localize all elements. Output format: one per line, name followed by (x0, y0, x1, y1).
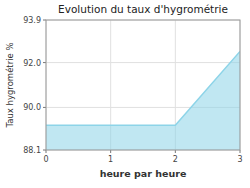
tick-label: 3 (237, 155, 242, 164)
tick-label: 2 (173, 155, 178, 164)
axes: 88.1 90.0 92.0 93.9 0 1 2 3 (23, 16, 242, 164)
grid (46, 20, 240, 150)
title: Evolution du taux d'hygrométrie (58, 3, 228, 15)
area (46, 51, 240, 150)
tick-label: 93.9 (23, 16, 41, 25)
plot-frame (46, 20, 240, 150)
x-axis-label: heure par heure (100, 168, 187, 179)
tick-label: 92.0 (23, 59, 41, 68)
tick-label: 0 (43, 155, 48, 164)
tick-label: 1 (108, 155, 113, 164)
data (46, 51, 240, 150)
line (46, 51, 240, 125)
chart: 88.1 90.0 92.0 93.9 0 1 2 3 Evolution du taux d'… (0, 0, 250, 188)
y-axis-label: Taux hygrométrie % (5, 42, 15, 128)
tick-label: 90.0 (23, 103, 41, 112)
plot-area (46, 20, 240, 150)
tick-label: 88.1 (23, 146, 41, 155)
grid-line (46, 62, 240, 63)
